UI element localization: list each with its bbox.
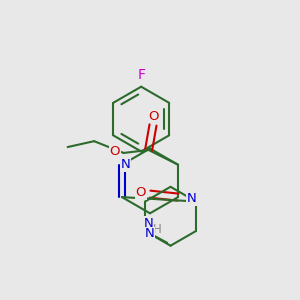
Text: O: O — [135, 186, 146, 199]
Text: N: N — [121, 158, 130, 171]
Text: F: F — [137, 68, 145, 82]
Text: O: O — [148, 110, 158, 123]
Text: N: N — [144, 217, 153, 230]
Text: N: N — [145, 227, 154, 240]
Text: O: O — [110, 145, 120, 158]
Text: H: H — [153, 223, 162, 236]
Text: N: N — [187, 192, 196, 205]
